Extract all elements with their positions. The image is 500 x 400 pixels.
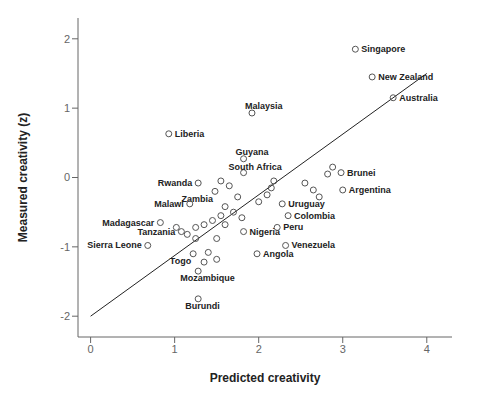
svg-text:Malawi: Malawi: [154, 199, 184, 209]
svg-text:Venezuela: Venezuela: [292, 240, 337, 250]
svg-text:Nigeria: Nigeria: [250, 227, 282, 237]
svg-text:Malaysia: Malaysia: [245, 101, 284, 111]
svg-text:Australia: Australia: [399, 93, 439, 103]
svg-text:3: 3: [340, 343, 346, 355]
svg-text:New Zealand: New Zealand: [378, 72, 433, 82]
svg-text:South Africa: South Africa: [229, 162, 283, 172]
svg-text:Guyana: Guyana: [236, 147, 270, 157]
svg-text:Sierra Leone: Sierra Leone: [87, 240, 142, 250]
svg-text:Tanzania: Tanzania: [138, 227, 177, 237]
svg-text:4: 4: [424, 343, 430, 355]
svg-text:Uruguay: Uruguay: [288, 198, 325, 209]
svg-text:Burundi: Burundi: [185, 301, 220, 311]
svg-text:Argentina: Argentina: [349, 185, 392, 195]
svg-text:Angola: Angola: [263, 249, 294, 259]
svg-text:Togo: Togo: [170, 256, 192, 266]
svg-text:2: 2: [64, 33, 70, 45]
svg-text:Liberia: Liberia: [175, 129, 206, 139]
svg-text:Colombia: Colombia: [294, 211, 336, 221]
svg-text:1: 1: [64, 102, 70, 114]
svg-text:Mozambique: Mozambique: [180, 273, 235, 283]
svg-text:Measured creativity (z): Measured creativity (z): [16, 113, 30, 242]
svg-text:Peru: Peru: [283, 222, 303, 232]
svg-text:Zambia: Zambia: [181, 194, 214, 204]
svg-text:2: 2: [256, 343, 262, 355]
svg-text:Predicted creativity: Predicted creativity: [210, 371, 321, 385]
svg-text:0: 0: [88, 343, 94, 355]
svg-text:Madagascar: Madagascar: [102, 217, 155, 228]
svg-text:0: 0: [64, 171, 70, 183]
svg-text:1: 1: [172, 343, 178, 355]
svg-text:-2: -2: [60, 310, 70, 322]
svg-text:-1: -1: [60, 241, 70, 253]
svg-text:Singapore: Singapore: [361, 44, 405, 54]
svg-text:Rwanda: Rwanda: [158, 178, 194, 188]
svg-text:Brunei: Brunei: [347, 168, 376, 178]
